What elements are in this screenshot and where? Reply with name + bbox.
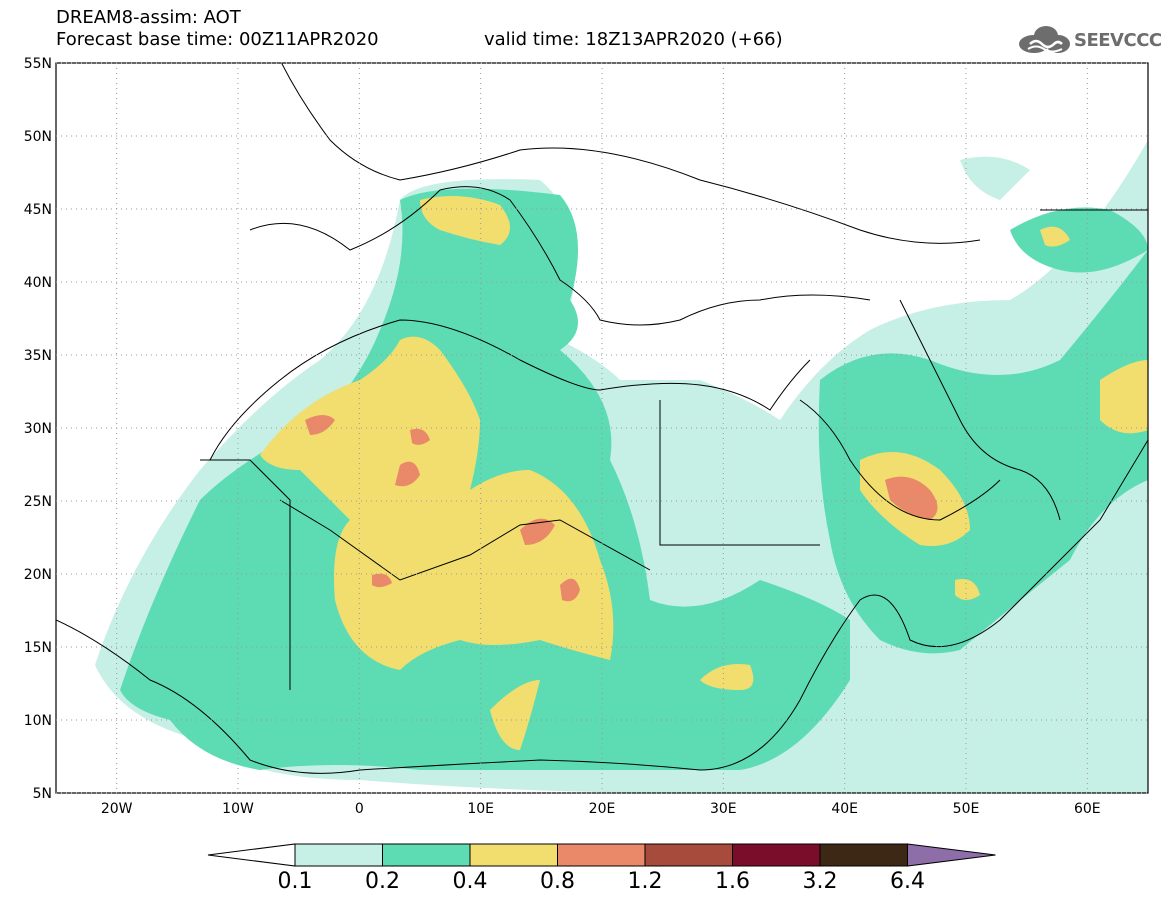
colorbar-level-label: 0.8 bbox=[540, 869, 575, 894]
lon-tick-label: 20W bbox=[101, 801, 133, 817]
colorbar-level-label: 1.2 bbox=[627, 869, 663, 894]
colorbar-max-arrow bbox=[907, 843, 996, 867]
colorbar-swatch bbox=[469, 843, 558, 867]
colorbar-swatch bbox=[294, 843, 383, 867]
lat-tick-label: 5N bbox=[33, 786, 52, 802]
cloud-icon bbox=[1019, 26, 1070, 53]
lat-tick-label: 55N bbox=[24, 56, 52, 72]
valid-time: valid time: 18Z13APR2020 (+66) bbox=[484, 29, 783, 50]
colorbar-level-label: 3.2 bbox=[802, 869, 838, 894]
logo-text: SEEVCCC bbox=[1074, 30, 1162, 51]
aot-level-0.4 bbox=[260, 196, 1148, 750]
aot-level-0.8 bbox=[305, 415, 938, 602]
map-title: DREAM8-assim: AOT bbox=[56, 7, 241, 28]
lat-tick-label: 10N bbox=[24, 713, 52, 729]
colorbar-level-label: 1.6 bbox=[715, 869, 750, 894]
lon-tick-label: 10W bbox=[222, 801, 254, 817]
lat-tick-label: 40N bbox=[24, 275, 52, 291]
colorbar-swatch bbox=[382, 843, 471, 867]
colorbar-level-label: 0.4 bbox=[452, 869, 488, 894]
colorbar-level-label: 0.1 bbox=[277, 869, 313, 894]
colorbar-min-arrow bbox=[207, 843, 296, 867]
colorbar-swatch bbox=[557, 843, 646, 867]
lat-tick-label: 25N bbox=[24, 494, 52, 510]
colorbar-level-label: 0.2 bbox=[365, 869, 400, 894]
colorbar-swatch bbox=[819, 843, 908, 867]
lat-tick-label: 15N bbox=[24, 640, 52, 656]
lon-axis: 20W 10W 0 10E 20E 30E 40E 50E 60E bbox=[101, 63, 1101, 817]
colorbar-level-label: 6.4 bbox=[890, 869, 925, 894]
lon-tick-label: 10E bbox=[467, 801, 494, 817]
colorbar-swatch bbox=[732, 843, 821, 867]
coastlines bbox=[56, 63, 1148, 774]
lat-tick-label: 30N bbox=[24, 421, 52, 437]
lon-tick-label: 40E bbox=[831, 801, 858, 817]
lat-tick-label: 45N bbox=[24, 202, 52, 218]
lat-tick-label: 20N bbox=[24, 567, 52, 583]
lat-tick-label: 35N bbox=[24, 348, 52, 364]
forecast-base-time: Forecast base time: 00Z11APR2020 bbox=[56, 29, 379, 50]
colorbar-swatch bbox=[644, 843, 733, 867]
seevccc-logo bbox=[1019, 26, 1070, 53]
lon-tick-label: 0 bbox=[355, 801, 364, 817]
lon-tick-label: 30E bbox=[710, 801, 737, 817]
lon-tick-label: 20E bbox=[589, 801, 616, 817]
lon-tick-label: 60E bbox=[1074, 801, 1101, 817]
lat-tick-label: 50N bbox=[24, 129, 52, 145]
lon-tick-label: 50E bbox=[953, 801, 980, 817]
